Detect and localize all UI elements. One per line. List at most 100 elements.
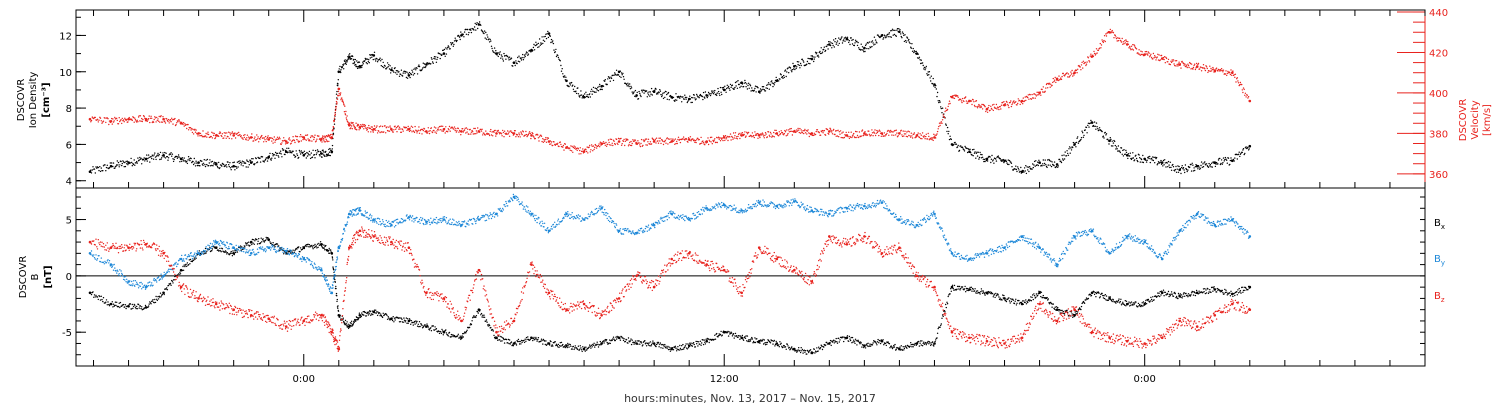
- bx-trace-dot: [336, 293, 337, 294]
- ion-density-trace-dot: [202, 165, 203, 166]
- ion-density-trace-dot: [710, 93, 711, 94]
- bx-trace-dot: [149, 303, 150, 304]
- ion-density-trace-dot: [468, 34, 469, 35]
- ion-density-trace-dot: [450, 42, 451, 43]
- velocity-trace-dot: [676, 141, 677, 142]
- ion-density-trace-dot: [1122, 150, 1123, 151]
- bx-trace-dot: [377, 315, 378, 316]
- velocity-trace-dot: [477, 127, 478, 128]
- velocity-trace-dot: [1072, 75, 1073, 76]
- bx-trace-dot: [265, 240, 266, 241]
- velocity-trace-dot: [436, 133, 437, 134]
- velocity-trace-dot: [1090, 55, 1091, 56]
- velocity-trace-dot: [213, 135, 214, 136]
- ion-density-trace-dot: [651, 88, 652, 89]
- ion-density-trace-dot: [1132, 152, 1133, 153]
- ion-density-trace-dot: [852, 43, 853, 44]
- ion-density-trace-dot: [379, 59, 380, 60]
- bx-trace-dot: [690, 343, 691, 344]
- bx-trace-dot: [509, 339, 510, 340]
- ion-density-trace-dot: [747, 88, 748, 89]
- velocity-trace-dot: [797, 130, 798, 131]
- ion-density-trace-dot: [841, 38, 842, 39]
- velocity-trace-dot: [1093, 56, 1094, 57]
- bx-trace-dot: [533, 338, 534, 339]
- velocity-trace-dot: [1153, 57, 1154, 58]
- ion-density-trace-dot: [896, 30, 897, 31]
- ion-density-trace-dot: [1212, 166, 1213, 167]
- ion-density-trace-dot: [448, 45, 449, 46]
- ion-density-trace-dot: [229, 162, 230, 163]
- velocity-trace-dot: [165, 122, 166, 123]
- ion-density-trace-dot: [947, 127, 948, 128]
- bx-trace-dot: [664, 344, 665, 345]
- velocity-trace-dot: [719, 137, 720, 138]
- ion-density-trace-dot: [508, 57, 509, 58]
- ion-density-trace-dot: [124, 162, 125, 163]
- bx-trace-dot: [665, 347, 666, 348]
- ion-density-trace-dot: [1020, 167, 1021, 168]
- velocity-trace-dot: [854, 137, 855, 138]
- bx-trace-dot: [443, 334, 444, 335]
- velocity-trace-dot: [859, 131, 860, 132]
- ion-density-trace-dot: [984, 161, 985, 162]
- ion-density-trace-dot: [766, 85, 767, 86]
- velocity-trace-dot: [939, 123, 940, 124]
- ion-density-trace-dot: [498, 52, 499, 53]
- velocity-trace-dot: [456, 131, 457, 132]
- ion-density-trace-dot: [151, 158, 152, 159]
- velocity-trace-dot: [905, 133, 906, 134]
- ion-density-trace-dot: [704, 97, 705, 98]
- velocity-trace-dot: [206, 136, 207, 137]
- velocity-trace-dot: [876, 133, 877, 134]
- velocity-trace-dot: [237, 135, 238, 136]
- ion-density-trace-dot: [519, 61, 520, 62]
- ion-density-trace-dot: [424, 63, 425, 64]
- ion-density-trace-dot: [212, 161, 213, 162]
- velocity-trace-dot: [948, 106, 949, 107]
- ion-density-trace-dot: [423, 63, 424, 64]
- ion-density-trace-dot: [946, 131, 947, 132]
- velocity-trace-dot: [475, 133, 476, 134]
- bx-trace-dot: [716, 333, 717, 334]
- velocity-trace-dot: [1076, 72, 1077, 73]
- velocity-trace-dot: [1166, 58, 1167, 59]
- ion-density-trace-dot: [906, 42, 907, 43]
- velocity-trace-dot: [659, 140, 660, 141]
- ion-density-trace-dot: [945, 123, 946, 124]
- velocity-trace-dot: [832, 133, 833, 134]
- velocity-trace-dot: [363, 125, 364, 126]
- ion-density-trace-dot: [540, 45, 541, 46]
- velocity-trace-dot: [1051, 85, 1052, 86]
- velocity-trace-dot: [764, 135, 765, 136]
- velocity-trace-dot: [587, 152, 588, 153]
- bx-trace-dot: [439, 333, 440, 334]
- velocity-trace-dot: [558, 146, 559, 147]
- bx-trace-dot: [346, 323, 347, 324]
- bx-trace-dot: [471, 324, 472, 325]
- ion-density-trace-dot: [362, 65, 363, 66]
- ion-density-trace-dot: [831, 42, 832, 43]
- ion-density-trace-dot: [868, 48, 869, 49]
- ion-density-trace-dot: [555, 49, 556, 50]
- velocity-trace-dot: [455, 130, 456, 131]
- ion-density-trace-dot: [542, 43, 543, 44]
- ion-density-trace-dot: [450, 48, 451, 49]
- ion-density-trace-dot: [684, 95, 685, 96]
- ion-density-trace-dot: [931, 76, 932, 77]
- ion-density-trace-dot: [729, 88, 730, 89]
- ion-density-trace-dot: [551, 39, 552, 40]
- ion-density-trace-dot: [367, 63, 368, 64]
- bx-trace-dot: [204, 253, 205, 254]
- ion-density-trace-dot: [594, 92, 595, 93]
- bx-trace-dot: [596, 344, 597, 345]
- ion-density-trace-dot: [1095, 129, 1096, 130]
- velocity-trace-dot: [300, 134, 301, 135]
- bx-point: [565, 344, 568, 347]
- velocity-trace-dot: [906, 136, 907, 137]
- ion-density-trace-dot: [374, 52, 375, 53]
- ion-density-trace-dot: [322, 153, 323, 154]
- ion-density-trace-dot: [964, 150, 965, 151]
- ion-density-trace-dot: [262, 156, 263, 157]
- bx-trace-dot: [376, 312, 377, 313]
